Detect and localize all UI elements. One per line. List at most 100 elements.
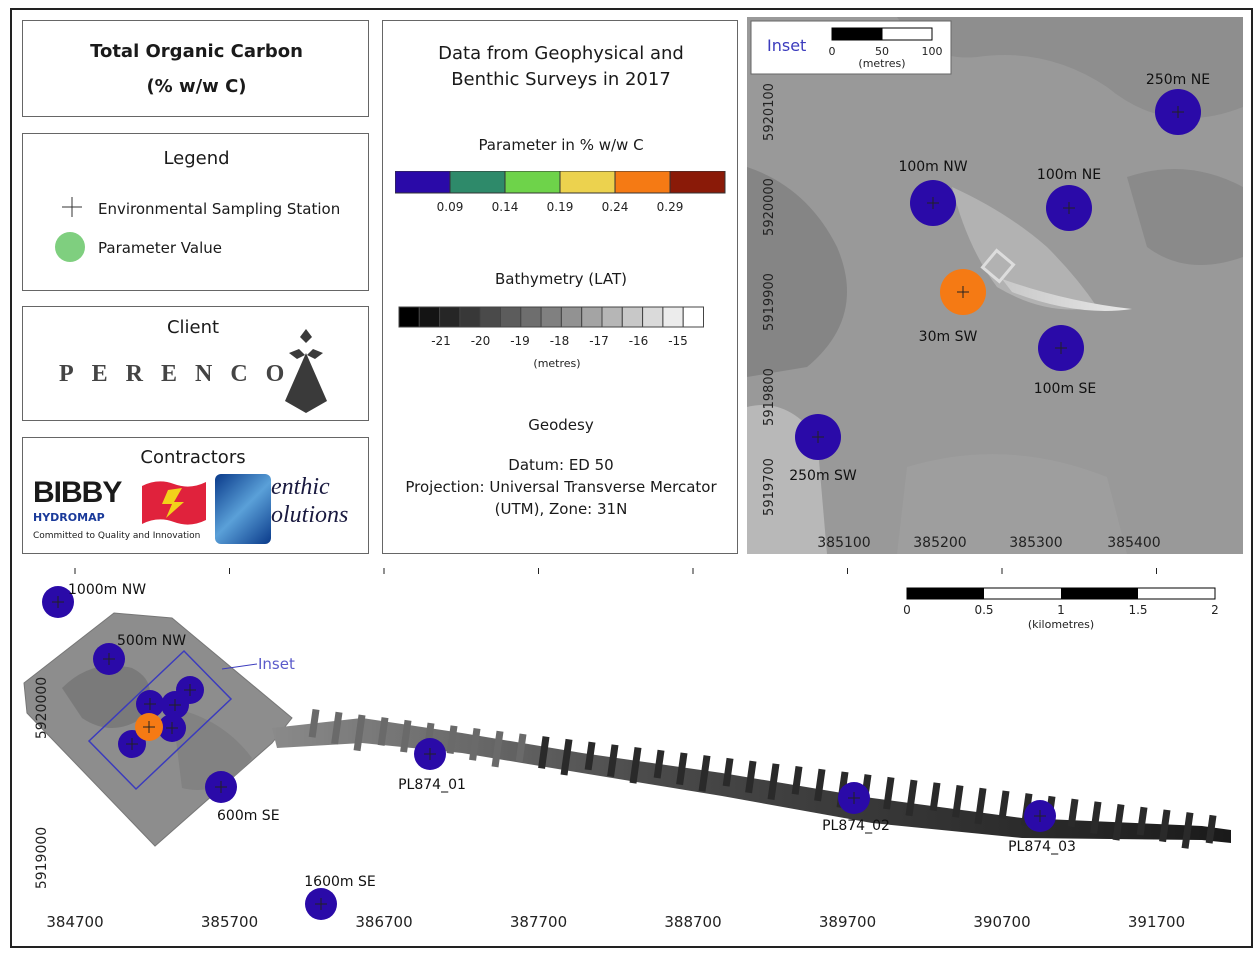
survey-line-block xyxy=(446,725,458,755)
param-tick-label: 0.24 xyxy=(602,200,629,214)
inset-scale-label: Inset xyxy=(767,36,806,55)
inset-scale-tick: 50 xyxy=(875,45,889,58)
inset-map: 250m NE 100m NW 100m NE 30m SW 100m SE 250m S… xyxy=(747,17,1243,554)
main-x-tick-label: 384700 xyxy=(46,913,103,931)
station-label: PL874_01 xyxy=(398,777,466,793)
main-scale-tick: 1.5 xyxy=(1128,603,1147,617)
survey-line-block xyxy=(905,779,918,817)
legend-station-label: Environmental Sampling Station xyxy=(98,200,341,218)
bathy-color-14 xyxy=(682,306,705,328)
station-label: 1600m SE xyxy=(304,874,375,890)
geodesy-datum: Datum: ED 50 xyxy=(508,456,614,474)
survey-line-block xyxy=(698,755,711,792)
survey-line-block xyxy=(998,790,1010,820)
bathy-tick-label: -18 xyxy=(550,334,570,348)
bathy-color-7 xyxy=(540,306,562,328)
bathy-color-10 xyxy=(601,306,623,328)
info-box: Data from Geophysical and Benthic Survey… xyxy=(382,20,738,554)
main-x-tick-label: 386700 xyxy=(355,913,412,931)
survey-line-block xyxy=(1112,804,1125,841)
survey-line-block xyxy=(791,766,803,795)
bathy-color-2 xyxy=(439,306,461,328)
station-label: 100m SE xyxy=(1034,381,1097,397)
survey-line-block xyxy=(929,782,941,812)
benthic-logo-text-2: olutions xyxy=(271,502,349,528)
inset-y-tick-label: 5919900 xyxy=(762,273,777,331)
bathy-color-8 xyxy=(560,306,583,328)
survey-line-block xyxy=(538,736,550,769)
station-label: 600m SE xyxy=(217,808,280,824)
survey-line-block xyxy=(1067,798,1079,828)
inset-x-tick-label: 385100 xyxy=(817,535,870,551)
parameter-heading: Parameter in % w/w C xyxy=(478,136,644,154)
param-color-1 xyxy=(449,171,506,194)
station-label: 30m SW xyxy=(919,329,978,345)
geodesy-heading: Geodesy xyxy=(528,416,594,434)
inset-x-tick-label: 385200 xyxy=(913,535,966,551)
bathy-color-4 xyxy=(479,306,501,328)
bathy-tick-label: -21 xyxy=(431,334,451,348)
survey-line-block xyxy=(1136,806,1148,836)
bathy-color-5 xyxy=(500,306,522,328)
client-box: Client PERENCO xyxy=(22,306,369,421)
bathy-color-13 xyxy=(662,306,684,328)
survey-line-block xyxy=(1181,812,1194,849)
bathy-color-0 xyxy=(398,306,420,328)
inset-label: Inset xyxy=(258,655,295,673)
param-tick-label: 0.14 xyxy=(492,200,519,214)
parameter-value-swatch-icon xyxy=(55,232,85,262)
main-x-tick-label: 387700 xyxy=(510,913,567,931)
param-color-0 xyxy=(395,171,451,194)
inset-x-tick-label: 385300 xyxy=(1009,535,1062,551)
bathy-color-11 xyxy=(621,306,644,328)
station-label: 250m SW xyxy=(789,468,857,484)
main-x-tick-label: 385700 xyxy=(201,913,258,931)
survey-line-block xyxy=(607,744,619,777)
legend-value-label: Parameter Value xyxy=(98,239,222,257)
survey-line-block xyxy=(491,730,504,768)
survey-line-block xyxy=(952,785,964,818)
station-label: 1000m NW xyxy=(68,582,146,598)
station-label: 500m NW xyxy=(117,633,186,649)
survey-line-block xyxy=(584,741,596,771)
contractors-heading: Contractors xyxy=(140,447,246,468)
main-scale-tick: 0 xyxy=(903,603,911,617)
station-label: 250m NE xyxy=(1146,72,1210,88)
param-color-3 xyxy=(559,171,616,194)
map-frame xyxy=(10,8,1253,948)
client-heading: Client xyxy=(166,317,220,338)
inset-scale-tick: 0 xyxy=(829,45,836,58)
title-line-1: Total Organic Carbon xyxy=(90,41,303,62)
bathy-color-6 xyxy=(520,306,542,328)
station-label: 100m NW xyxy=(898,159,967,175)
main-x-tick-label: 390700 xyxy=(973,913,1030,931)
legend-heading: Legend xyxy=(163,148,230,169)
contractors-box: Contractors BIBBY HYDROMAP Committed to … xyxy=(22,437,369,554)
inset-extent-rect xyxy=(87,649,233,791)
main-x-tick-label: 389700 xyxy=(819,913,876,931)
survey-line-block xyxy=(469,728,481,761)
station-label: PL874_02 xyxy=(822,818,890,834)
survey-line-block xyxy=(676,752,688,786)
inset-scale-tick: 100 xyxy=(922,45,943,58)
survey-line-block xyxy=(722,757,734,787)
station-label: 100m NE xyxy=(1037,167,1101,183)
benthic-logo-text-1: enthic xyxy=(271,474,330,500)
main-x-tick-label: 388700 xyxy=(664,913,721,931)
bibby-logo-text: BIBBY xyxy=(33,476,122,509)
main-scale-bar: 0 0.5 1 1.5 2 (kilometres) xyxy=(903,587,1219,631)
param-color-2 xyxy=(504,171,561,194)
main-x-tick-label: 391700 xyxy=(1128,913,1185,931)
bathy-tick-label: -15 xyxy=(668,334,688,348)
survey-line-block xyxy=(767,763,780,800)
survey-line-block xyxy=(308,709,320,738)
param-tick-label: 0.19 xyxy=(547,200,574,214)
geodesy-zone: (UTM), Zone: 31N xyxy=(494,500,628,518)
title-line-2: (% w/w C) xyxy=(146,76,247,97)
inset-y-tick-label: 5920000 xyxy=(762,178,777,236)
main-scale-tick: 2 xyxy=(1211,603,1219,617)
bathy-tick-label: -20 xyxy=(471,334,491,348)
inset-y-tick-label: 5919700 xyxy=(762,458,777,516)
perenco-ermine-icon xyxy=(285,329,327,413)
legend-box: Legend Environmental Sampling Station Pa… xyxy=(22,133,369,291)
